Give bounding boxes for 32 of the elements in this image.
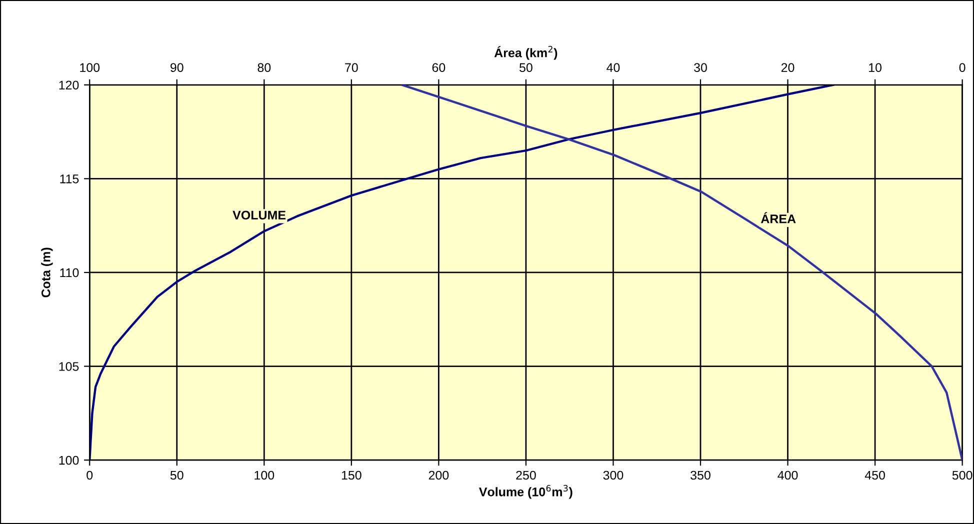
y-tick-label: 100 (59, 456, 79, 465)
x-tick-label: 100 (254, 470, 274, 480)
x-tick-label: 300 (603, 470, 624, 480)
x-tick-label: 450 (864, 470, 885, 480)
x2-tick-label: 90 (170, 63, 184, 72)
x2-tick-label: 20 (781, 63, 794, 72)
x-tick-label: 0 (86, 470, 93, 480)
x-tick-label: 250 (516, 470, 536, 480)
x2-tick-label: 0 (959, 63, 966, 72)
x2-axis-title: Área (km$^{2}$) (494, 46, 558, 60)
x-tick-label: 500 (952, 470, 972, 480)
y-axis-title: Cota (m) (41, 248, 53, 298)
series-label: ÁREA (760, 212, 796, 224)
x2-tick-label: 60 (432, 63, 446, 72)
x-tick-label: 350 (690, 470, 710, 480)
series-label: VOLUME (232, 210, 286, 220)
y-tick-label: 120 (59, 80, 79, 90)
x2-tick-label: 50 (520, 63, 532, 72)
y-tick-label: 105 (59, 362, 79, 371)
x2-tick-label: 40 (606, 63, 620, 72)
x2-tick-label: 80 (258, 63, 271, 72)
x-tick-label: 200 (428, 470, 449, 480)
x2-tick-label: 30 (694, 63, 707, 72)
x-tick-label: 150 (342, 470, 362, 480)
y-tick-label: 110 (60, 268, 79, 278)
x-axis-title: Volume (10$^{6}$m$^{3}$) (478, 484, 572, 499)
x-tick-label: 400 (778, 470, 798, 480)
x2-tick-label: 70 (345, 63, 358, 72)
x-tick-label: 50 (170, 470, 184, 480)
x2-tick-label: 100 (80, 63, 100, 72)
y-tick-label: 115 (60, 174, 79, 184)
x2-tick-label: 10 (869, 63, 882, 72)
